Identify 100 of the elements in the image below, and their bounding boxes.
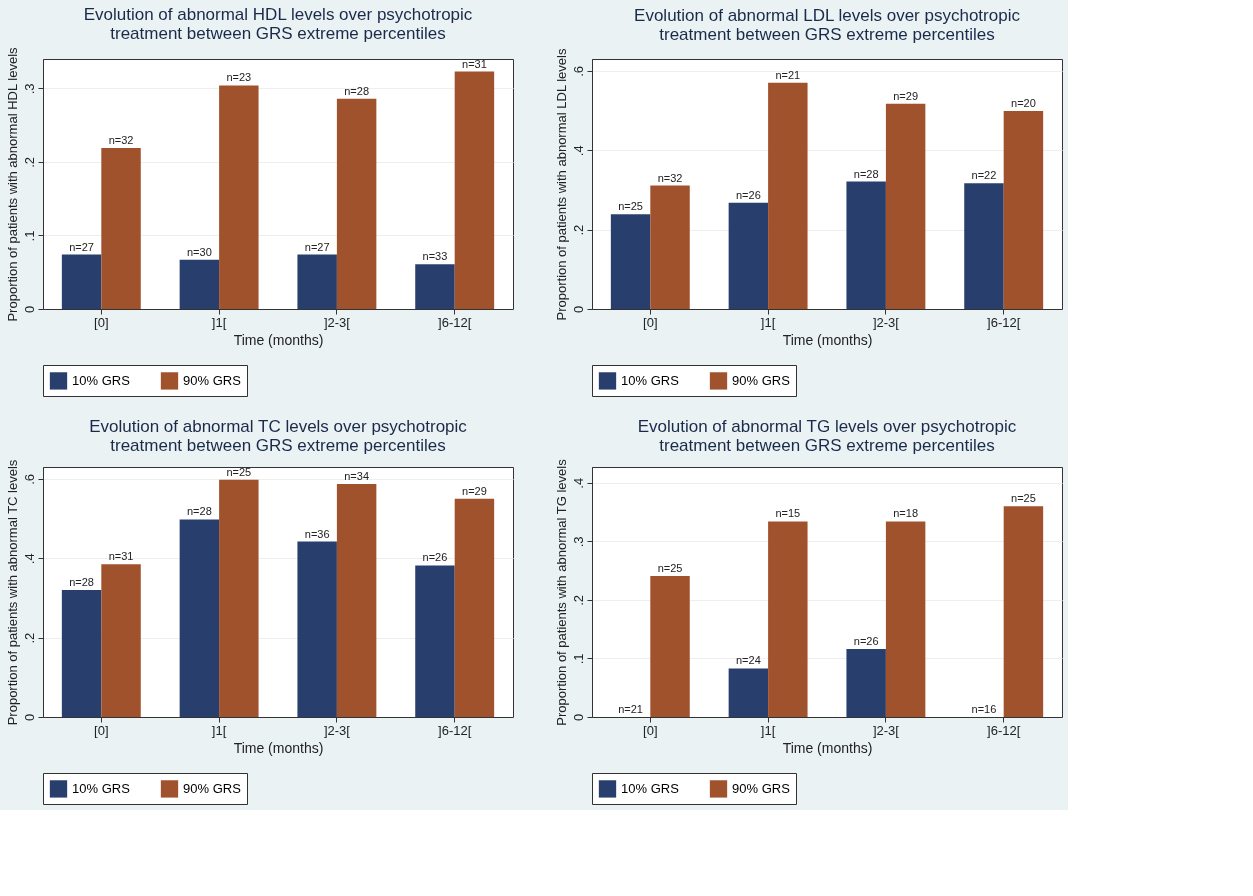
bar xyxy=(179,519,220,717)
x-tick-label: ]6-12[ xyxy=(438,314,472,330)
annotation: n=24 xyxy=(735,654,761,667)
x-tick-label: ]1[ xyxy=(760,722,776,738)
x-tick-label: ]6-12[ xyxy=(438,722,472,738)
chart-title: Evolution of abnormal LDL levels over psychotropic treatment between GRS extreme percentiles xyxy=(634,5,1021,44)
bar xyxy=(846,649,886,717)
annotation: n=33 xyxy=(422,250,448,263)
legend-label: 10% GRS xyxy=(72,372,131,388)
legend-label: 90% GRS xyxy=(732,780,791,796)
annotation: n=28 xyxy=(69,576,94,589)
annotation: n=25 xyxy=(1011,492,1036,505)
x-axis-title: Time (months) xyxy=(233,331,324,348)
x-axis-title: Time (months) xyxy=(782,331,873,348)
annotation: n=20 xyxy=(1011,96,1036,109)
annotation: n=32 xyxy=(108,133,134,146)
annotation: n=32 xyxy=(657,171,683,184)
y-tick-label: .2 xyxy=(570,224,586,236)
bar xyxy=(101,147,141,309)
annotation: n=31 xyxy=(462,57,487,70)
bar xyxy=(336,484,377,717)
bar xyxy=(1003,110,1044,309)
bar xyxy=(297,541,337,717)
annotation: n=22 xyxy=(971,169,997,182)
y-tick-label: 0 xyxy=(21,305,37,314)
y-tick-label: 0 xyxy=(570,713,586,722)
bar xyxy=(61,254,102,309)
legend-label: 10% GRS xyxy=(621,372,680,388)
x-tick-label: ]2-3[ xyxy=(872,722,900,738)
annotation: n=30 xyxy=(186,245,212,258)
annotation: n=21 xyxy=(775,68,801,81)
bar xyxy=(885,103,926,309)
y-tick-label: .2 xyxy=(21,157,37,168)
x-tick-label: ]6-12[ xyxy=(987,314,1021,330)
annotation: n=28 xyxy=(853,167,879,180)
annotation: n=26 xyxy=(853,635,879,648)
legend-label: 90% GRS xyxy=(732,372,791,388)
y-tick-label: .2 xyxy=(570,594,586,606)
annotation: n=21 xyxy=(618,703,643,715)
bar xyxy=(846,181,886,309)
bar xyxy=(650,185,690,309)
x-tick-label: ]6-12[ xyxy=(987,722,1021,738)
bar xyxy=(219,85,259,309)
bar xyxy=(728,202,769,309)
y-tick-label: .3 xyxy=(21,83,37,95)
legend-label: 10% GRS xyxy=(72,780,131,796)
annotation: n=16 xyxy=(971,703,997,715)
y-tick-label: .6 xyxy=(21,473,37,485)
chart-title: Evolution of abnormal TC levels over psychotropic treatment between GRS extreme percentiles xyxy=(89,417,468,456)
bar xyxy=(964,183,1004,309)
x-axis-title: Time (months) xyxy=(233,739,324,756)
x-tick-label: ]1[ xyxy=(760,314,776,330)
bar xyxy=(219,479,259,717)
bar xyxy=(768,521,808,717)
annotation: n=36 xyxy=(304,527,330,540)
bar xyxy=(650,575,690,717)
x-tick-label: ]1[ xyxy=(211,314,227,330)
legend-label: 90% GRS xyxy=(183,372,242,388)
annotation: n=28 xyxy=(344,84,370,97)
y-tick-label: .4 xyxy=(570,145,586,157)
annotation: n=18 xyxy=(893,507,919,520)
annotation: n=25 xyxy=(226,465,252,478)
y-tick-label: .6 xyxy=(570,65,586,77)
y-tick-label: .1 xyxy=(570,653,586,665)
bar xyxy=(61,590,102,717)
annotation: n=27 xyxy=(304,240,330,253)
annotation: n=26 xyxy=(422,551,448,564)
bar xyxy=(297,254,337,309)
bar xyxy=(415,264,455,309)
y-axis-title: Proportion of patients with abnormal TC levels xyxy=(4,459,20,726)
y-axis-title: Proportion of patients with abnormal TG levels xyxy=(553,458,569,726)
annotation: n=25 xyxy=(618,200,643,213)
x-tick-label: ]1[ xyxy=(211,722,227,738)
y-tick-label: .3 xyxy=(570,536,586,548)
y-tick-label: .4 xyxy=(570,477,586,489)
annotation: n=29 xyxy=(462,484,487,497)
bar xyxy=(728,668,769,717)
y-tick-label: 0 xyxy=(570,305,586,314)
x-tick-label: [0] xyxy=(94,722,109,738)
annotation: n=23 xyxy=(226,71,252,84)
bar xyxy=(454,498,495,717)
annotation: n=31 xyxy=(108,550,134,563)
bar xyxy=(101,564,141,717)
annotation: n=25 xyxy=(657,561,683,574)
annotation: n=27 xyxy=(69,240,94,253)
y-tick-label: .1 xyxy=(21,230,37,242)
bar xyxy=(415,565,455,717)
annotation: n=28 xyxy=(186,505,212,518)
annotation: n=26 xyxy=(735,188,761,201)
annotation: n=15 xyxy=(775,507,801,520)
bar xyxy=(610,214,651,309)
bar xyxy=(768,82,808,309)
y-tick-label: .4 xyxy=(21,553,37,565)
annotation: n=34 xyxy=(344,470,370,483)
y-axis-title: Proportion of patients with abnormal HDL levels xyxy=(4,46,20,322)
x-tick-label: ]2-3[ xyxy=(872,314,900,330)
x-tick-label: [0] xyxy=(643,314,658,330)
bar xyxy=(454,71,495,309)
chart-title: Evolution of abnormal HDL levels over psychotropic treatment between GRS extreme percentiles xyxy=(83,4,473,43)
y-axis-title: Proportion of patients with abnormal LDL levels xyxy=(553,48,569,321)
